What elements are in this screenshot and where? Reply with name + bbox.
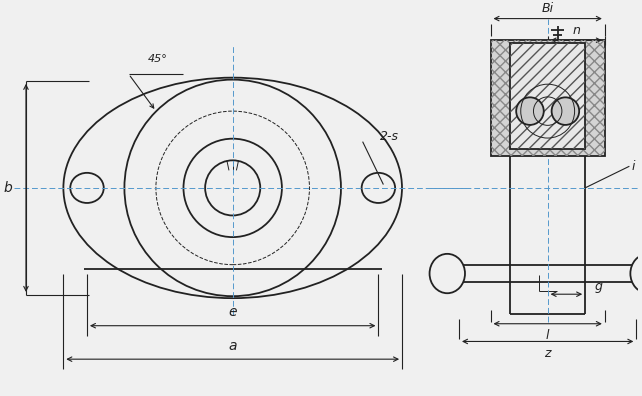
Text: n: n xyxy=(572,24,580,37)
Ellipse shape xyxy=(630,254,642,293)
Ellipse shape xyxy=(429,254,465,293)
Text: g: g xyxy=(595,280,603,293)
Bar xyxy=(510,43,585,148)
Ellipse shape xyxy=(516,97,544,125)
Text: 45°: 45° xyxy=(148,54,168,64)
Text: z: z xyxy=(544,347,551,360)
Text: Bi: Bi xyxy=(542,2,554,15)
Text: i: i xyxy=(631,160,635,173)
Text: 2-s: 2-s xyxy=(380,130,399,143)
Text: e: e xyxy=(229,305,237,319)
Text: b: b xyxy=(3,181,12,195)
Text: l: l xyxy=(546,329,550,342)
Bar xyxy=(510,43,585,148)
Text: a: a xyxy=(229,339,237,353)
Ellipse shape xyxy=(551,97,579,125)
Bar xyxy=(490,40,605,156)
Bar xyxy=(490,40,605,156)
